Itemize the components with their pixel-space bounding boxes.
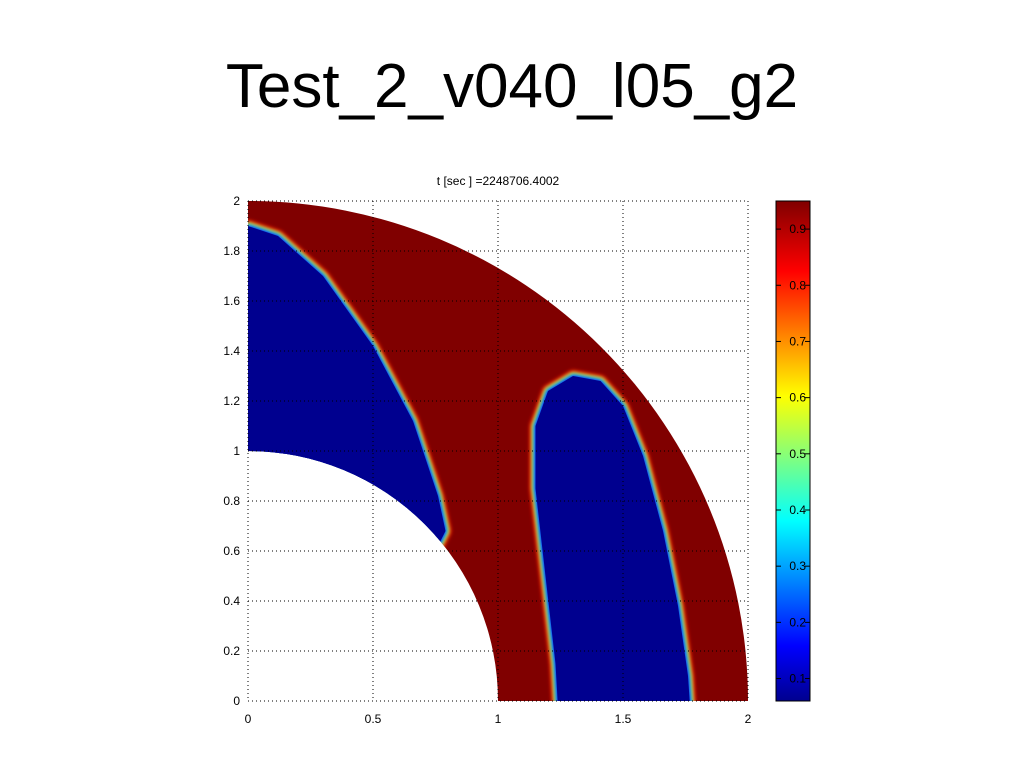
x-tick-label: 1.5 [615,712,632,726]
plot-title: t [sec ] =2248706.4002 [437,174,560,188]
colorbar: 0.1 0.2 0.3 0.4 0.5 0.6 0.7 0.8 0.9 [775,200,811,702]
slide-title: Test_2_v040_l05_g2 [225,52,799,121]
y-tick-label: 0 [233,694,240,708]
colorbar-tick-label: 0.3 [789,559,806,573]
x-tick-label: 1 [495,712,502,726]
colorbar-tick-label: 0.9 [789,222,806,236]
y-tick-label: 1.6 [223,294,240,308]
y-tick-label: 0.4 [223,594,240,608]
y-tick-label: 2 [233,194,240,208]
colorbar-tick-label: 0.4 [789,503,806,517]
colorbar-tick-label: 0.5 [789,447,806,461]
plot-area [248,201,748,701]
y-tick-label: 1.8 [223,244,240,258]
field-low-region-right [535,376,693,701]
y-tick-label: 1 [233,444,240,458]
x-tick-label: 0 [245,712,252,726]
x-tick-label: 2 [745,712,752,726]
colorbar-tick-label: 0.1 [789,672,806,686]
y-tick-label: 0.2 [223,644,240,658]
colorbar-tick-label: 0.6 [789,391,806,405]
colorbar-tick-label: 0.7 [789,334,806,348]
colorbar-gradient [775,200,811,702]
y-tick-label: 0.6 [223,544,240,558]
y-tick-label: 1.2 [223,394,240,408]
colorbar-tick-label: 0.8 [789,278,806,292]
axes: 0 0.5 1 1.5 2 0 0.2 0.4 0.6 0.8 1 1.2 1.4 1.6 1.8 2 [223,194,751,726]
x-tick-label: 0.5 [365,712,382,726]
y-tick-label: 0.8 [223,494,240,508]
y-tick-label: 1.4 [223,344,240,358]
colorbar-tick-label: 0.2 [789,615,806,629]
